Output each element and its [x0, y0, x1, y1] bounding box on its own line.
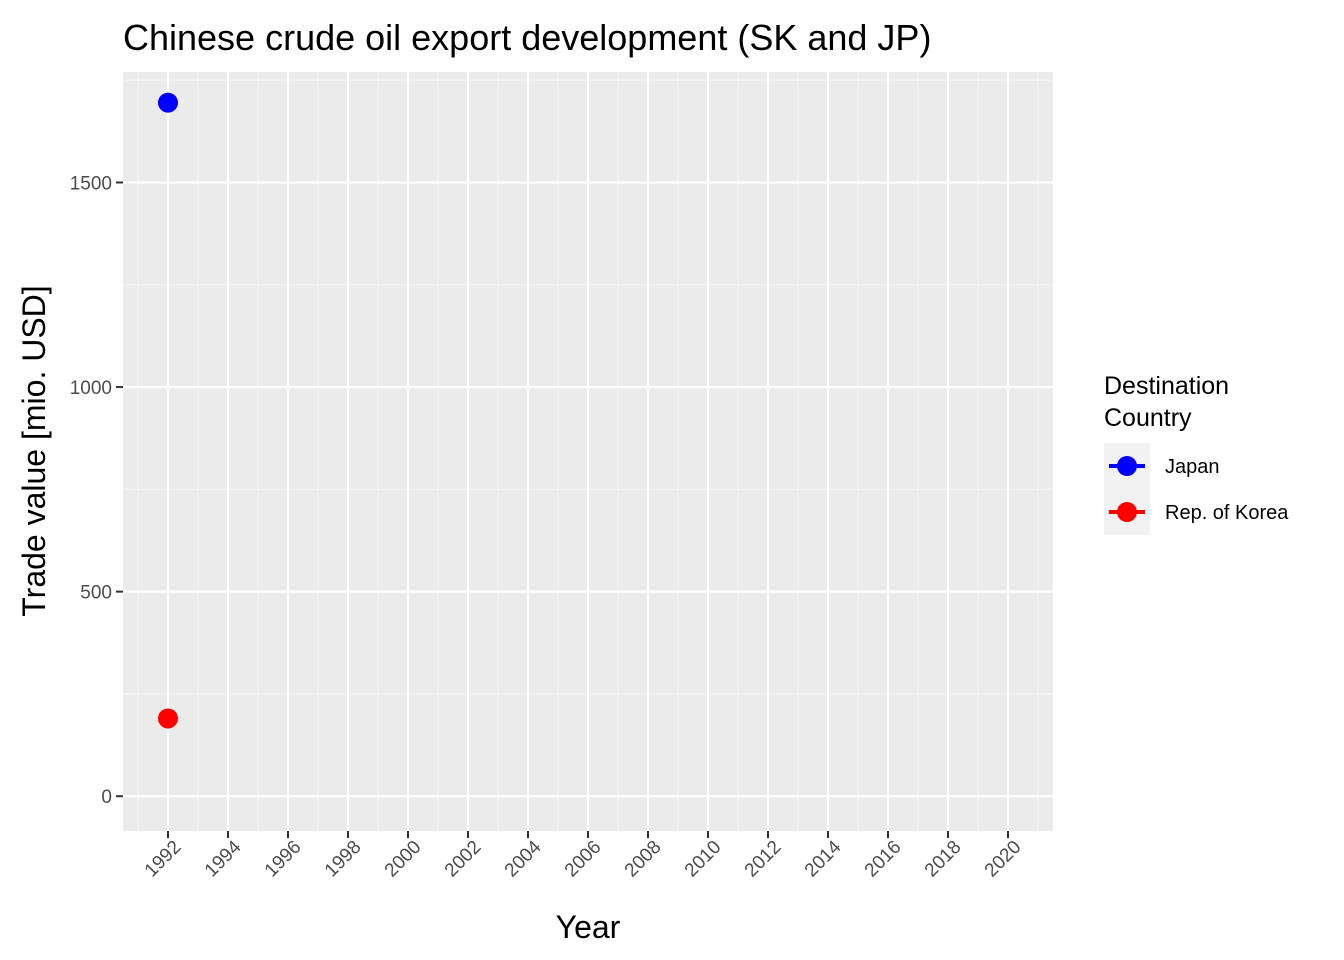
legend: Destination Country Japan Rep. of Korea [1104, 372, 1289, 535]
data-points [158, 92, 178, 729]
x-tick-label: 2004 [501, 836, 546, 881]
legend-items: Japan Rep. of Korea [1104, 443, 1289, 535]
x-tick-label: 2016 [861, 837, 906, 882]
legend-title-line-2: Country [1104, 404, 1192, 432]
legend-key-point-rep-of-korea [1117, 502, 1137, 522]
chart-title: Chinese crude oil export development (SK… [123, 17, 931, 58]
x-tick-label: 2000 [381, 837, 426, 882]
x-tick-label: 2020 [981, 837, 1026, 882]
y-tick-label: 1500 [70, 173, 112, 194]
x-tick-label: 1998 [321, 837, 366, 882]
x-tick-label: 2018 [921, 837, 966, 882]
point-rep-of-korea [158, 708, 178, 729]
x-tick-label: 2014 [801, 836, 846, 881]
x-tick-label: 2012 [741, 837, 786, 882]
x-tick-label: 1996 [261, 837, 306, 882]
legend-label-rep-of-korea: Rep. of Korea [1165, 502, 1289, 524]
x-tick-label: 2002 [441, 837, 486, 882]
legend-key-point-japan [1117, 456, 1137, 476]
y-tick-label: 500 [80, 583, 112, 604]
legend-label-japan: Japan [1165, 456, 1220, 478]
point-japan [158, 92, 178, 113]
x-tick-label: 1992 [141, 837, 186, 882]
y-axis: 0 500 1000 1500 [70, 173, 123, 808]
x-axis-label: Year [556, 909, 621, 945]
grid-major [123, 72, 1053, 831]
y-axis-label: Trade value [mio. USD] [16, 285, 52, 616]
x-tick-label: 2008 [621, 837, 666, 882]
y-tick-label: 1000 [70, 378, 112, 399]
x-tick-label: 1994 [201, 836, 246, 881]
legend-title-line-1: Destination [1104, 372, 1229, 400]
x-tick-label: 2010 [681, 837, 726, 882]
x-tick-label: 2006 [561, 837, 606, 882]
x-axis: 1992 1994 1996 1998 2000 2002 2004 2006 2008 2010… [141, 831, 1026, 881]
grid-minor [123, 72, 1053, 831]
y-tick-label: 0 [101, 787, 112, 808]
